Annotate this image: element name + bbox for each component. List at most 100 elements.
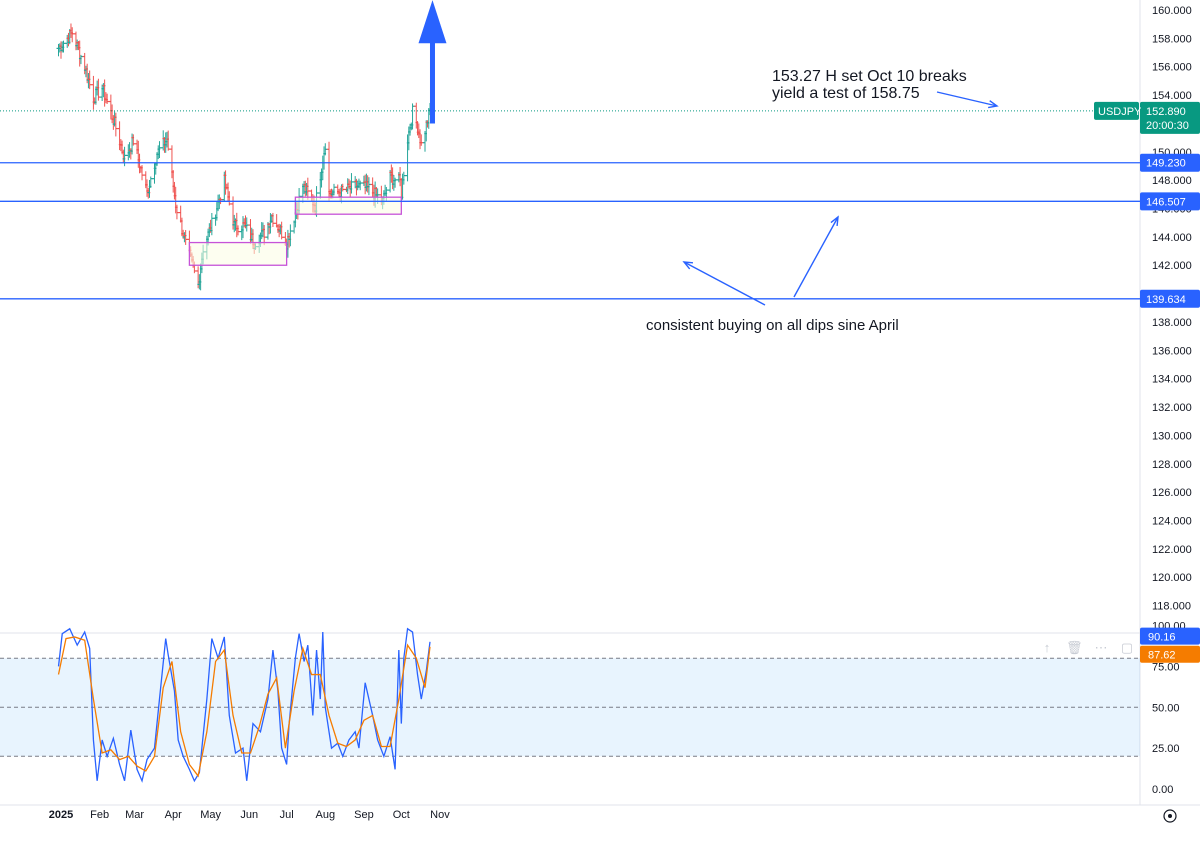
price-tick-label: 142.000	[1152, 260, 1192, 272]
candle	[270, 212, 275, 228]
candle	[131, 134, 136, 146]
candle	[70, 27, 75, 43]
price-tick-label: 124.000	[1152, 515, 1192, 527]
indicator-value-tag	[1140, 627, 1200, 645]
candle	[401, 171, 406, 185]
time-axis-label: Sep	[354, 809, 374, 821]
annotation-text: consistent buying on all dips sine April	[646, 317, 899, 334]
price-tick-label: 122.000	[1152, 544, 1192, 556]
candle	[166, 130, 171, 151]
candle	[105, 93, 110, 104]
settings-icon	[1163, 809, 1177, 823]
candle	[78, 54, 83, 65]
consolidation-box	[188, 241, 288, 266]
candle	[236, 225, 241, 236]
candle	[96, 78, 101, 101]
time-axis-label: 2025	[49, 809, 73, 821]
candle	[332, 183, 337, 196]
time-axis-label: Feb	[90, 809, 109, 821]
level-tag	[1140, 192, 1200, 211]
annotation-arrow	[936, 91, 998, 107]
candle	[244, 217, 249, 232]
price-tick-label: 126.000	[1152, 487, 1192, 499]
price-tick-label: 160.000	[1152, 5, 1192, 17]
price-tick-label: 130.000	[1152, 430, 1192, 442]
price-tick-label: 136.000	[1152, 345, 1192, 357]
candle	[305, 177, 310, 200]
candle	[340, 183, 345, 192]
time-axis-label: Nov	[430, 809, 450, 821]
more-icon[interactable]: ⋯	[1094, 640, 1108, 655]
price-tick-label: 156.000	[1152, 62, 1192, 74]
candle	[358, 180, 363, 191]
candle	[393, 177, 398, 188]
delete-icon[interactable]: 🗑	[1066, 640, 1083, 655]
annotation-arrowhead	[830, 215, 839, 227]
indicator-value-label: 90.16	[1148, 632, 1176, 644]
level-tag-label: 146.507	[1146, 196, 1186, 208]
candle	[227, 191, 232, 206]
price-tick-label: 144.000	[1152, 232, 1192, 244]
indicator-value-label: 87.62	[1148, 650, 1176, 662]
countdown-value: 20:00:30	[1146, 120, 1189, 132]
level-tag-label: 149.230	[1146, 158, 1186, 170]
price-tick-label: 138.000	[1152, 317, 1192, 329]
candle	[183, 230, 188, 245]
candle	[140, 165, 145, 181]
candle	[87, 70, 92, 90]
time-axis-label: Oct	[393, 809, 410, 821]
time-axis-label: Jul	[280, 809, 294, 821]
candle	[279, 221, 284, 240]
annotation-arrowhead	[988, 100, 999, 109]
candle	[174, 204, 179, 220]
candle	[148, 176, 153, 188]
candle	[288, 224, 293, 247]
time-axis-label: Mar	[125, 809, 144, 821]
price-tick-label: 148.000	[1152, 175, 1192, 187]
candle	[349, 173, 354, 194]
time-axis-label: Jun	[240, 809, 258, 821]
price-tick-label: 128.000	[1152, 459, 1192, 471]
level-tag	[1140, 153, 1200, 172]
candle	[419, 134, 424, 146]
candle	[366, 177, 371, 196]
symbol-label: USDJPY	[1098, 106, 1142, 118]
price-tick-label: 158.000	[1152, 33, 1192, 45]
candle	[323, 143, 328, 156]
move-up-icon[interactable]: ↑	[1043, 640, 1051, 655]
annotation-arrowhead	[682, 261, 694, 270]
indicator-tick-label: 25.00	[1152, 743, 1180, 755]
candle	[209, 213, 214, 236]
price-tick-label: 132.000	[1152, 402, 1192, 414]
price-tick-label: 154.000	[1152, 90, 1192, 102]
annotation-arrow	[683, 261, 766, 306]
price-tick-label: 134.000	[1152, 374, 1192, 386]
time-axis-label: May	[200, 809, 221, 821]
consolidation-box	[294, 196, 402, 215]
level-tag	[1140, 289, 1200, 308]
indicator-tick-label: 0.00	[1152, 784, 1173, 796]
stoch-d-line	[57, 636, 431, 778]
indicator-value-tag	[1140, 645, 1200, 663]
candle	[61, 40, 66, 53]
candle	[113, 112, 118, 137]
time-axis-label: Aug	[315, 809, 335, 821]
candle	[410, 103, 415, 130]
settings-icon-center	[1168, 814, 1172, 818]
annotation-text: 153.27 H set Oct 10 breaks	[772, 68, 967, 85]
symbol-tag	[1094, 101, 1139, 120]
stoch-k-line	[57, 627, 431, 783]
time-axis-label: Apr	[165, 809, 182, 821]
last-price-tag	[1140, 101, 1200, 134]
price-tick-label: 120.000	[1152, 572, 1192, 584]
annotation-arrow	[793, 216, 839, 298]
candle	[157, 141, 162, 159]
price-tick-label: 118.000	[1152, 601, 1191, 613]
indicator-tick-label: 75.00	[1152, 661, 1180, 673]
projection-arrowhead	[418, 0, 447, 44]
maximize-icon[interactable]: ▢	[1120, 640, 1134, 655]
annotation-text: yield a test of 158.75	[772, 85, 920, 102]
